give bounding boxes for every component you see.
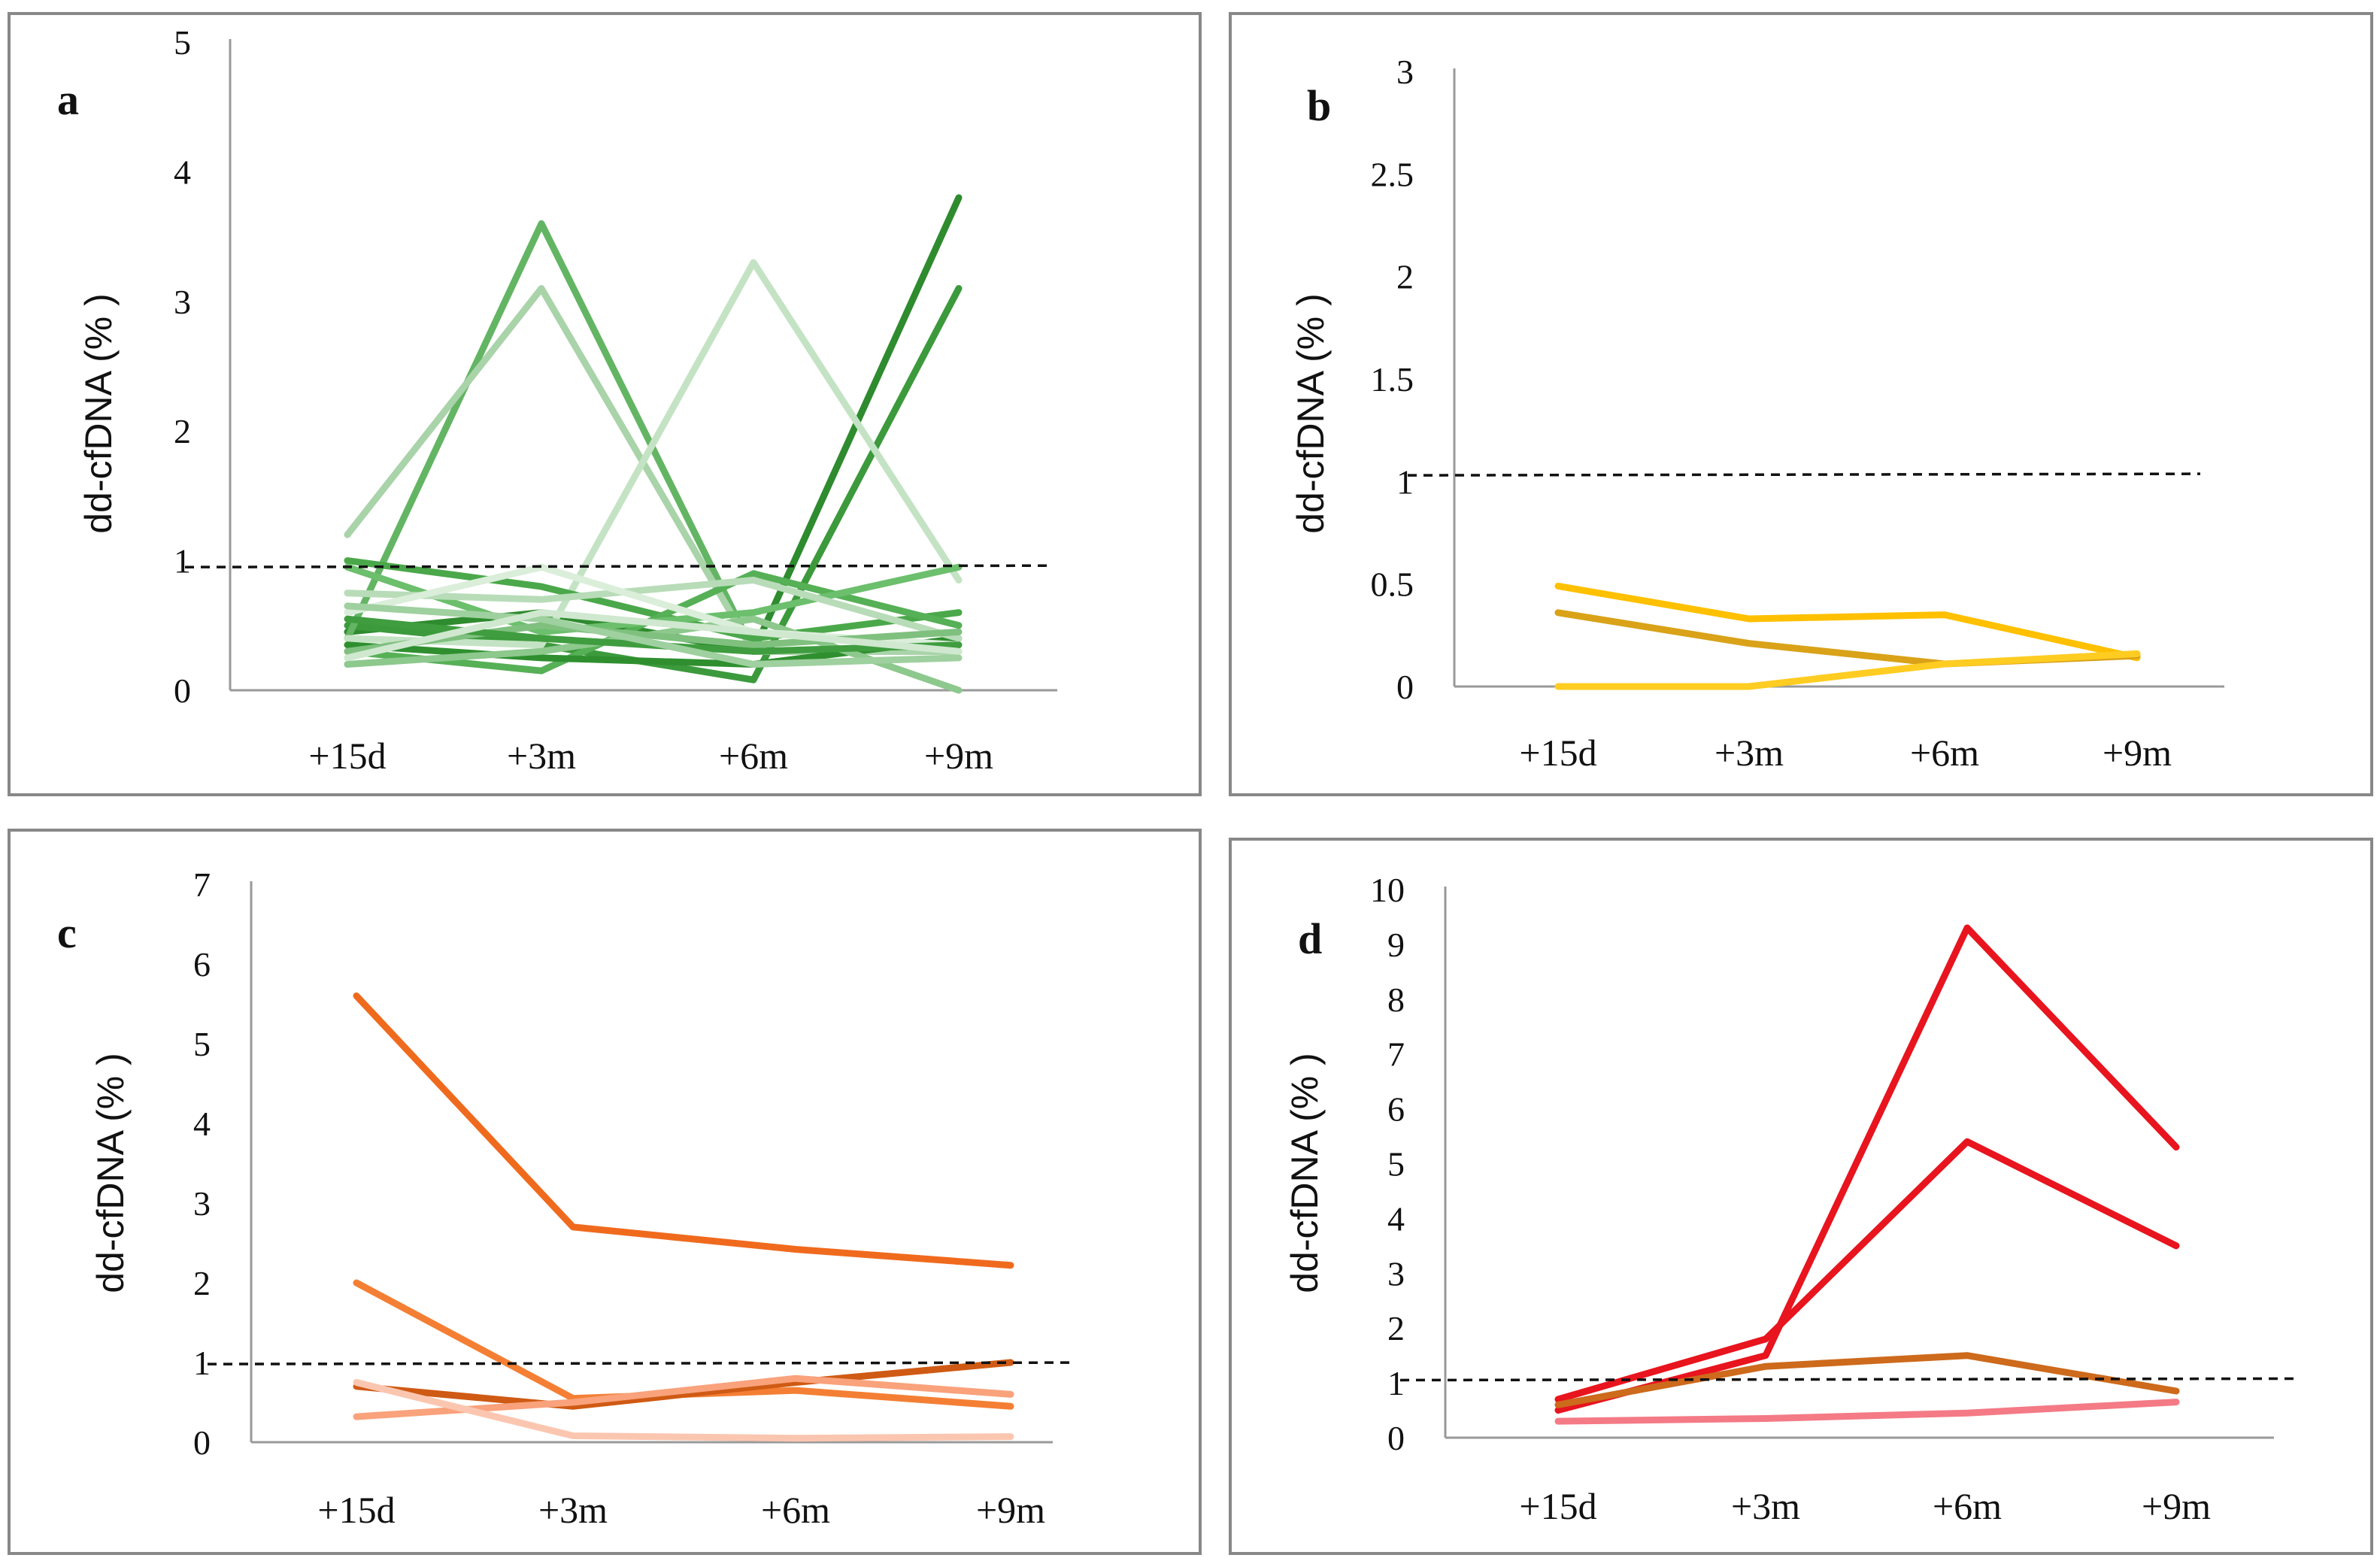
panel-b-series-line bbox=[1554, 582, 2141, 662]
panel-b-y-tick-label: 0.5 bbox=[1371, 565, 1414, 604]
panel-a-threshold-line bbox=[184, 564, 1048, 568]
panel-d-y-tick-label: 4 bbox=[1387, 1199, 1405, 1238]
panel-c-y-tick-label: 4 bbox=[193, 1105, 211, 1143]
panel-c-series-line bbox=[353, 1379, 1014, 1442]
panel-c-series-line bbox=[353, 992, 1014, 1269]
panel-d-y-tick-label: 9 bbox=[1387, 926, 1405, 964]
panel-b-y-tick-label: 1.5 bbox=[1371, 360, 1414, 399]
panel-a-y-axis-title: dd-cfDNA (% ) bbox=[77, 293, 120, 534]
panel-d: d dd-cfDNA (% ) 0 1 2 3 4 5 6 7 8 9 10 +15d +3m +6m +9… bbox=[1229, 838, 2373, 1555]
panel-b-x-tick-label: +15d bbox=[1519, 732, 1596, 774]
panel-d-y-tick-label: 0 bbox=[1387, 1419, 1405, 1457]
panel-a-series-line bbox=[344, 577, 963, 642]
panel-a-series-line bbox=[344, 609, 963, 662]
panel-a-plot: 0 1 2 3 4 5 +15d +3m +6m +9m bbox=[174, 23, 1057, 777]
panel-c-y-tick-label: 3 bbox=[193, 1184, 211, 1223]
panel-c-letter: c bbox=[57, 908, 77, 957]
panel-d-threshold-line bbox=[1399, 1377, 2299, 1382]
panel-d-y-tick-label: 5 bbox=[1387, 1145, 1405, 1184]
panel-d-y-tick-label: 7 bbox=[1387, 1035, 1405, 1074]
panel-b-letter: b bbox=[1307, 81, 1331, 130]
panel-b-y-tick-label: 2.5 bbox=[1371, 155, 1414, 193]
panel-c-x-tick-label: +15d bbox=[317, 1489, 395, 1531]
panel-b-y-axis-title: dd-cfDNA (% ) bbox=[1290, 293, 1332, 534]
panel-d-x-tick-label: +3m bbox=[1731, 1485, 1800, 1527]
panel-c-y-tick-label: 0 bbox=[193, 1423, 211, 1462]
panel-b-frame bbox=[1229, 12, 2373, 796]
panel-a-letter: a bbox=[57, 75, 79, 124]
panel-c-series-line bbox=[353, 1359, 1014, 1410]
panel-a-x-tick-label: +3m bbox=[507, 735, 576, 777]
panel-b-series-line bbox=[1554, 650, 2141, 690]
panel-c-y-axis-title: dd-cfDNA (% ) bbox=[89, 1053, 132, 1293]
panel-c: c dd-cfDNA (% ) 0 1 2 3 4 5 6 7 +15d +3m +6m +9m bbox=[8, 829, 1202, 1555]
panel-c-y-tick-label: 1 bbox=[193, 1344, 211, 1382]
panel-d-plot: 0 1 2 3 4 5 6 7 8 9 10 +15d +3m +6m +9m bbox=[1370, 871, 2299, 1527]
panel-d-frame bbox=[1229, 838, 2373, 1555]
panel-b: b dd-cfDNA (% ) 0 0.5 1 1.5 2 2.5 3 +15d +3m +6m +… bbox=[1229, 12, 2373, 796]
panel-c-plot: 0 1 2 3 4 5 6 7 +15d +3m +6m +9m bbox=[193, 865, 1072, 1531]
panel-c-threshold-line bbox=[207, 1361, 1072, 1365]
panel-b-threshold-line bbox=[1407, 472, 2201, 477]
panel-a-y-tick-label: 2 bbox=[174, 412, 191, 450]
panel-d-y-tick-label: 10 bbox=[1370, 871, 1405, 909]
panel-a-series-line bbox=[344, 557, 963, 642]
panel-c-x-tick-label: +6m bbox=[761, 1489, 830, 1531]
panel-b-y-tick-label: 1 bbox=[1396, 462, 1414, 501]
panel-d-x-tick-label: +6m bbox=[1933, 1485, 2002, 1527]
panel-a-x-tick-label: +9m bbox=[924, 735, 993, 777]
panel-a-x-tick-label: +6m bbox=[719, 735, 788, 777]
panel-a-frame bbox=[8, 12, 1202, 796]
panel-c-y-tick-label: 7 bbox=[193, 865, 211, 904]
panel-d-series-line bbox=[1554, 1138, 2180, 1403]
panel-b-x-tick-label: +6m bbox=[1910, 732, 1979, 774]
panel-b-y-tick-label: 0 bbox=[1396, 668, 1414, 706]
panel-d-y-tick-label: 2 bbox=[1387, 1309, 1405, 1347]
panel-b-x-tick-label: +3m bbox=[1715, 732, 1784, 774]
panel-d-series-line bbox=[1554, 1399, 2180, 1425]
panel-c-x-tick-label: +3m bbox=[538, 1489, 608, 1531]
panel-d-letter: d bbox=[1298, 914, 1322, 963]
panel-d-y-axis-title: dd-cfDNA (% ) bbox=[1284, 1053, 1326, 1293]
panel-a-y-tick-label: 5 bbox=[174, 23, 191, 62]
panel-a: a dd-cfDNA (% ) 0 1 2 3 4 5 +15d +3m +6m +9m bbox=[8, 12, 1202, 796]
panel-d-series-line bbox=[1554, 1352, 2180, 1408]
panel-a-y-tick-label: 4 bbox=[174, 153, 191, 191]
panel-a-y-tick-label: 0 bbox=[174, 671, 191, 710]
panel-c-y-tick-label: 5 bbox=[193, 1025, 211, 1063]
panel-d-x-tick-label: +9m bbox=[2142, 1485, 2211, 1527]
panel-b-plot: 0 0.5 1 1.5 2 2.5 3 +15d +3m +6m +9m bbox=[1371, 53, 2224, 774]
panel-b-x-tick-label: +9m bbox=[2103, 732, 2172, 774]
panel-d-x-tick-label: +15d bbox=[1519, 1485, 1596, 1527]
panel-b-y-tick-label: 3 bbox=[1396, 53, 1414, 91]
panel-c-frame bbox=[8, 829, 1202, 1555]
panel-d-y-tick-label: 3 bbox=[1387, 1254, 1405, 1293]
panel-a-y-tick-label: 3 bbox=[174, 283, 191, 321]
panel-a-y-tick-label: 1 bbox=[174, 542, 191, 580]
panel-a-x-tick-label: +15d bbox=[308, 735, 386, 777]
panel-b-y-tick-label: 2 bbox=[1396, 258, 1414, 296]
panel-d-y-tick-label: 8 bbox=[1387, 981, 1405, 1019]
panel-d-y-tick-label: 1 bbox=[1387, 1364, 1405, 1402]
panel-c-x-tick-label: +9m bbox=[976, 1489, 1045, 1531]
panel-c-y-tick-label: 2 bbox=[193, 1264, 211, 1302]
panel-d-y-tick-label: 6 bbox=[1387, 1090, 1405, 1129]
panel-c-y-tick-label: 6 bbox=[193, 945, 211, 984]
panel-a-series-line bbox=[344, 602, 963, 668]
